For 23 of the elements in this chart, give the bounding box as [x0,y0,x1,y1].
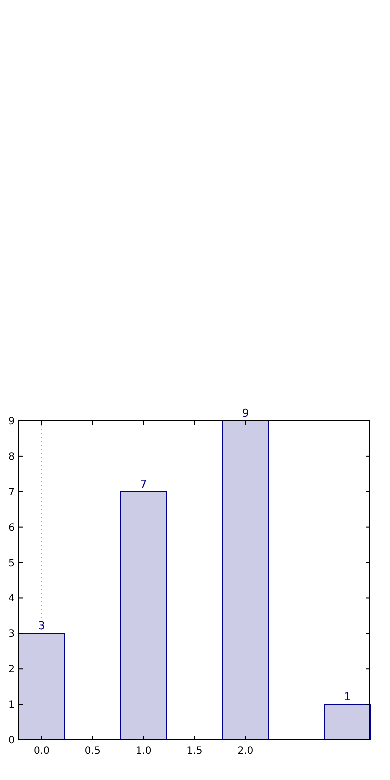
y-tick-label: 3 [8,629,15,640]
data-label: 7 [140,478,148,491]
y-tick-label: 7 [8,487,15,498]
bar [18,633,66,740]
x-tick-label: 2.0 [238,746,254,757]
y-tick-label: 5 [8,558,15,570]
x-tick-label: 0.5 [84,746,101,757]
bar [222,420,270,740]
y-tick-label: 0 [8,736,15,746]
bar [324,704,372,740]
data-label: 9 [242,407,250,420]
data-label: 1 [344,690,352,704]
y-tick-label: 9 [8,416,15,428]
x-tick-label: 1.0 [136,746,152,757]
y-tick-label: 4 [8,594,15,605]
bar [120,491,168,740]
y-tick-label: 8 [8,452,15,463]
x-tick-label: 1.5 [186,746,203,757]
y-tick-label: 2 [8,664,15,676]
x-tick-label: 0.0 [34,746,50,757]
y-tick-label: 6 [8,522,15,534]
data-label: 3 [38,620,46,633]
y-tick-label: 1 [8,700,15,712]
